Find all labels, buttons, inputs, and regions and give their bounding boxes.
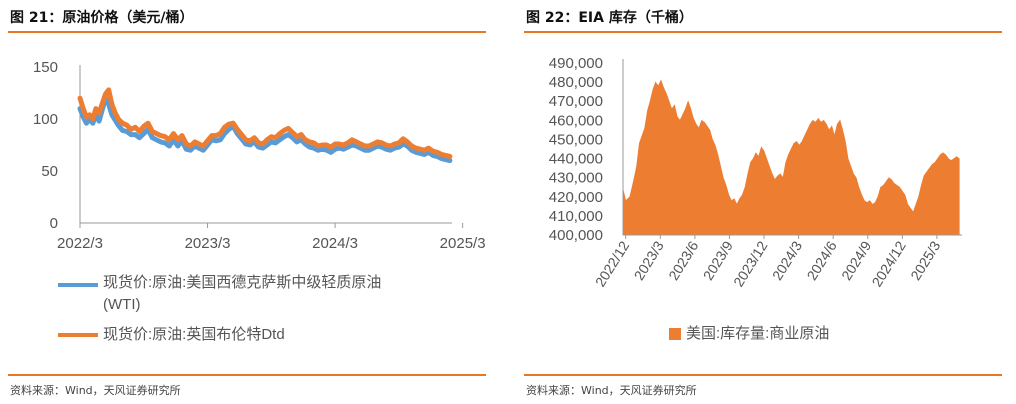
oil-price-panel: 图 21：原油价格（美元/桶） 0 50 100 150 2022/3 2023/3 202… bbox=[0, 0, 500, 404]
x-tick-label: 2023/6 bbox=[665, 238, 701, 283]
oil-price-chart: 0 50 100 150 2022/3 2023/3 2024/3 2025/3 bbox=[33, 59, 486, 252]
x-tick-label: 2024/3 bbox=[312, 235, 358, 252]
eia-inventory-title: 图 22：EIA 库存（千桶） bbox=[526, 10, 693, 26]
y-tick-label: 400,000 bbox=[549, 227, 603, 244]
y-tick-label: 440,000 bbox=[549, 151, 603, 168]
legend-brent: 现货价:原油:英国布伦特Dtd bbox=[103, 326, 285, 343]
y-tick-label: 420,000 bbox=[549, 189, 603, 206]
title-divider bbox=[8, 31, 486, 33]
y-tick-label: 430,000 bbox=[549, 170, 603, 187]
legend-wti: 现货价:原油:美国西德克萨斯中级轻质原油 (WTI) bbox=[103, 272, 381, 316]
x-tick-label: 2024/3 bbox=[769, 238, 805, 283]
x-tick-label: 2023/12 bbox=[730, 238, 770, 290]
legend-swatch-wti bbox=[58, 283, 98, 287]
x-tick-label: 2024/6 bbox=[803, 238, 839, 283]
x-tick-label: 2024/12 bbox=[868, 238, 908, 290]
y-tick-label: 480,000 bbox=[549, 74, 603, 91]
x-tick-label: 2023/3 bbox=[185, 235, 231, 252]
x-tick-label: 2024/9 bbox=[838, 238, 874, 283]
legend-inventory: 美国:库存量:商业原油 bbox=[686, 325, 830, 342]
eia-inventory-chart: 400,000 410,000 420,000 430,000 440,000 450,0… bbox=[549, 55, 962, 290]
y-tick-label: 0 bbox=[50, 215, 58, 232]
legend-wti-line1: 现货价:原油:美国西德克萨斯中级轻质原油 bbox=[103, 274, 382, 291]
series-line-wti bbox=[77, 95, 453, 164]
series-area-inventory bbox=[622, 79, 960, 236]
title-divider bbox=[524, 31, 1002, 33]
y-tick-label: 410,000 bbox=[549, 208, 603, 225]
y-tick-label: 460,000 bbox=[549, 112, 603, 129]
eia-inventory-source: 资料来源：Wind，天风证券研究所 bbox=[526, 384, 697, 397]
y-tick-label: 150 bbox=[33, 59, 58, 76]
legend-swatch-inventory bbox=[669, 328, 681, 340]
source-divider bbox=[8, 374, 486, 376]
x-tick-label: 2025/3 bbox=[907, 238, 943, 283]
x-tick-label: 2023/9 bbox=[700, 238, 736, 283]
y-tick-label: 450,000 bbox=[549, 131, 603, 148]
x-tick-label: 2025/3 bbox=[440, 235, 486, 252]
x-tick-label: 2022/3 bbox=[57, 235, 103, 252]
oil-price-title: 图 21：原油价格（美元/桶） bbox=[10, 10, 194, 26]
x-tick-label: 2022/12 bbox=[592, 238, 632, 290]
legend-wti-line2: (WTI) bbox=[103, 296, 141, 313]
oil-price-source: 资料来源：Wind，天风证券研究所 bbox=[10, 384, 181, 397]
legend-swatch-brent bbox=[58, 333, 98, 337]
y-tick-label: 470,000 bbox=[549, 93, 603, 110]
source-divider bbox=[524, 374, 1002, 376]
x-tick-label: 2023/3 bbox=[631, 238, 667, 283]
y-tick-label: 490,000 bbox=[549, 55, 603, 72]
eia-inventory-panel: 图 22：EIA 库存（千桶） 400,000 410,000 420,000 430… bbox=[516, 0, 1016, 404]
y-tick-label: 100 bbox=[33, 111, 58, 128]
series-line-brent bbox=[77, 87, 453, 159]
y-tick-label: 50 bbox=[41, 163, 58, 180]
